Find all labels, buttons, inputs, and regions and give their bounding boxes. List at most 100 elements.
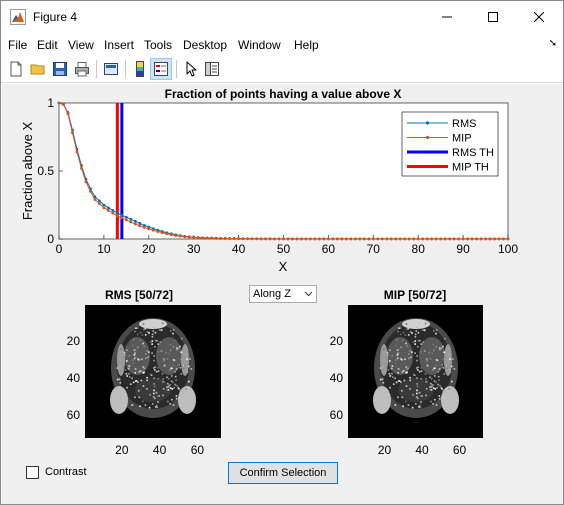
texture-speck: [131, 377, 133, 380]
texture-speck: [394, 377, 396, 380]
texture-speck: [175, 368, 178, 370]
texture-speck: [140, 379, 143, 382]
insert-legend-button[interactable]: [150, 58, 172, 80]
texture-speck: [154, 369, 156, 371]
texture-speck: [154, 331, 157, 334]
data-point: [430, 237, 434, 241]
texture-speck: [151, 340, 154, 342]
texture-speck: [134, 330, 136, 333]
menu-insert[interactable]: Insert: [104, 38, 135, 52]
texture-speck: [138, 396, 141, 399]
texture-speck: [404, 358, 406, 361]
texture-speck: [153, 385, 156, 388]
texture-speck: [179, 367, 182, 369]
texture-speck: [451, 380, 453, 383]
texture-speck: [170, 380, 173, 382]
link-plot-button[interactable]: [100, 58, 122, 80]
x-tick-label: 10: [97, 242, 111, 256]
texture-speck: [171, 398, 173, 401]
data-point: [111, 209, 115, 212]
texture-speck: [402, 370, 405, 372]
x-tick-label: 30: [187, 242, 201, 256]
texture-speck: [157, 343, 160, 345]
texture-speck: [162, 388, 165, 390]
texture-speck: [138, 339, 141, 342]
texture-speck: [442, 358, 444, 361]
image-y-tick-label: 20: [330, 334, 344, 348]
confirm-selection-button[interactable]: Confirm Selection: [228, 462, 338, 484]
texture-speck: [162, 380, 164, 383]
data-point: [89, 190, 92, 193]
texture-speck: [173, 387, 175, 389]
image-y-tick-label: 40: [330, 371, 344, 385]
data-point: [133, 222, 137, 226]
figure-canvas: Fraction of points having a value above …: [2, 84, 563, 504]
texture-speck: [397, 352, 399, 355]
texture-speck: [400, 358, 402, 360]
line-chart-title: Fraction of points having a value above …: [165, 87, 402, 101]
texture-speck: [418, 406, 420, 408]
texture-speck: [398, 327, 400, 329]
texture-speck: [453, 368, 456, 370]
data-point: [201, 236, 205, 240]
print-button[interactable]: [71, 58, 93, 80]
menu-tools[interactable]: Tools: [144, 38, 173, 52]
texture-speck: [430, 377, 433, 380]
data-point: [349, 237, 353, 241]
texture-speck: [144, 404, 147, 406]
texture-speck: [417, 397, 419, 400]
chevron-down-icon: [304, 291, 313, 297]
texture-speck: [435, 332, 437, 335]
maximize-button[interactable]: [470, 1, 516, 33]
data-point: [259, 237, 263, 241]
texture-speck: [118, 378, 121, 381]
texture-speck: [169, 387, 172, 389]
save-button[interactable]: [49, 58, 71, 80]
texture-speck: [174, 370, 176, 373]
close-button[interactable]: [516, 1, 562, 33]
minimize-button[interactable]: [424, 1, 470, 33]
data-point: [219, 237, 223, 240]
texture-speck: [167, 386, 170, 388]
y-tick-label: 1: [47, 96, 54, 110]
texture-speck: [416, 377, 418, 379]
open-file-button[interactable]: [27, 58, 49, 80]
texture-speck: [438, 395, 441, 397]
texture-speck: [423, 350, 426, 352]
line-chart-legend[interactable]: RMS MIP RMS TH MIP TH: [401, 111, 499, 177]
texture-speck: [166, 376, 168, 379]
menu-file[interactable]: File: [8, 38, 28, 52]
texture-speck: [409, 388, 411, 390]
texture-speck: [434, 388, 436, 390]
image-x-tick-label: 60: [191, 443, 205, 457]
texture-speck: [432, 403, 434, 405]
texture-speck: [180, 355, 183, 358]
property-inspector-button[interactable]: [201, 58, 223, 80]
texture-speck: [430, 382, 432, 385]
menu-help[interactable]: Help: [294, 38, 319, 52]
dock-arrow-icon[interactable]: ➘: [548, 38, 557, 49]
texture-speck: [436, 359, 439, 362]
texture-speck: [132, 362, 134, 365]
x-tick-label: 20: [142, 242, 156, 256]
insert-colorbar-button[interactable]: [129, 58, 151, 80]
x-tick-label: 50: [277, 242, 291, 256]
edit-plot-button[interactable]: [180, 58, 202, 80]
texture-speck: [415, 396, 418, 398]
menu-desktop[interactable]: Desktop: [183, 38, 228, 52]
texture-speck: [425, 380, 427, 383]
menu-view[interactable]: View: [68, 38, 94, 52]
texture-speck: [146, 388, 148, 390]
data-point: [98, 199, 101, 203]
menu-window[interactable]: Window: [238, 38, 281, 52]
axis-select-dropdown[interactable]: Along Z: [249, 285, 317, 303]
texture-speck: [420, 370, 423, 372]
menu-edit[interactable]: Edit: [37, 38, 58, 52]
data-point: [142, 224, 146, 227]
texture-speck: [142, 323, 145, 325]
texture-speck: [173, 339, 176, 342]
new-figure-button[interactable]: [5, 58, 27, 80]
contrast-checkbox[interactable]: [26, 466, 39, 479]
texture-speck: [157, 351, 159, 353]
texture-speck: [126, 349, 128, 351]
